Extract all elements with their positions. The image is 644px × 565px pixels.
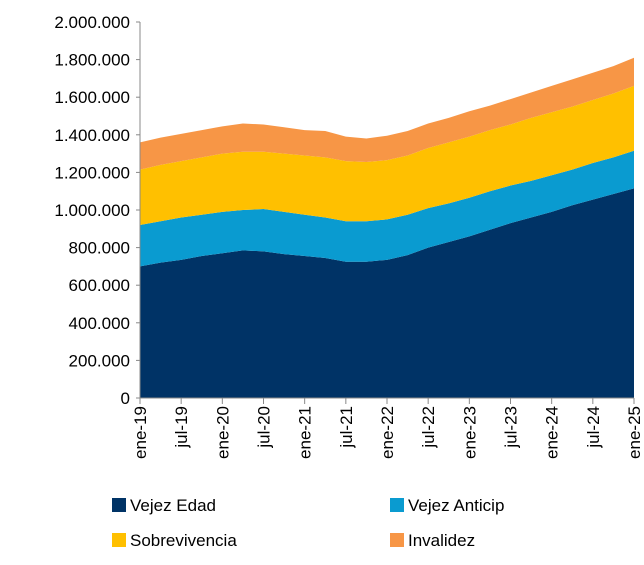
area [140,57,634,170]
legend-swatch [112,498,126,512]
y-tick-label: 600.000 [69,276,130,295]
area [140,188,634,398]
area [140,85,634,226]
legend-label: Invalidez [408,531,475,550]
x-tick-label: ene-20 [213,406,232,459]
y-tick-label: 1.000.000 [54,201,130,220]
y-tick-label: 2.000.000 [54,13,130,32]
x-tick-label: jul-19 [172,406,191,449]
y-tick-label: 200.000 [69,351,130,370]
x-tick-label: jul-22 [419,406,438,449]
y-tick-label: 1.600.000 [54,88,130,107]
legend-swatch [390,498,404,512]
y-tick-label: 0 [121,389,130,408]
legend-label: Vejez Anticip [408,496,504,515]
x-tick-label: jul-21 [337,406,356,449]
y-tick-label: 800.000 [69,239,130,258]
x-tick-label: ene-23 [460,406,479,459]
x-tick-label: ene-21 [296,406,315,459]
y-tick-label: 1.400.000 [54,126,130,145]
x-tick-label: ene-19 [131,406,150,459]
y-tick-label: 400.000 [69,314,130,333]
legend-swatch [390,533,404,547]
x-tick-label: jul-23 [502,406,521,449]
legend-label: Vejez Edad [130,496,216,515]
x-tick-label: ene-22 [378,406,397,459]
x-tick-label: jul-20 [255,406,274,449]
legend-swatch [112,533,126,547]
x-tick-label: ene-24 [543,406,562,459]
y-tick-label: 1.800.000 [54,51,130,70]
area [140,150,634,267]
x-tick-label: ene-25 [625,406,644,459]
legend-label: Sobrevivencia [130,531,237,550]
y-tick-label: 1.200.000 [54,163,130,182]
x-tick-label: jul-24 [584,406,603,449]
